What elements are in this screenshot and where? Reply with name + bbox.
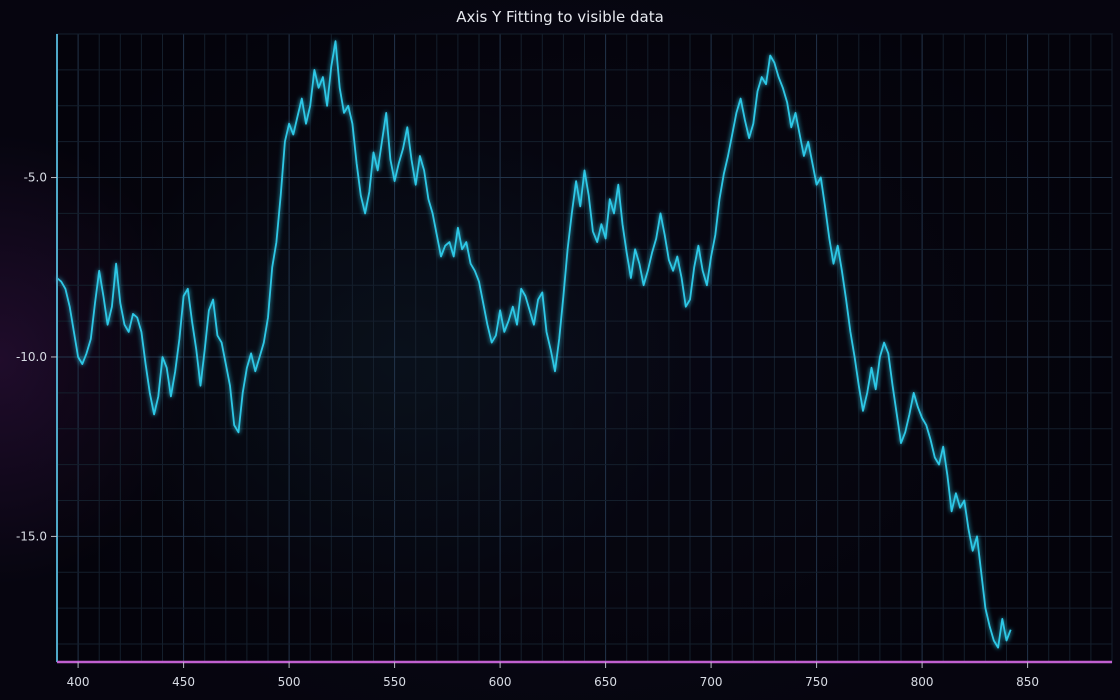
y-tick-label: -10.0 [16, 350, 47, 364]
x-tick-label: 550 [383, 675, 406, 689]
chart-title: Axis Y Fitting to visible data [456, 8, 664, 26]
series-layer [56, 40, 1012, 649]
axes [56, 34, 1112, 664]
x-tick-label: 400 [67, 675, 90, 689]
grid [56, 33, 1113, 663]
y-tick-label: -15.0 [16, 529, 47, 543]
x-tick-label: 700 [700, 675, 723, 689]
x-tick-label: 850 [1016, 675, 1039, 689]
x-tick-label: 450 [172, 675, 195, 689]
x-tick-label: 650 [594, 675, 617, 689]
x-tick-label: 800 [911, 675, 934, 689]
series-line-0[interactable] [56, 40, 1012, 649]
tick-labels: 400 450 500 550 600 650 700 750 800 850 -5.0 -10.0 -… [16, 171, 1039, 689]
x-tick-label: 750 [805, 675, 828, 689]
y-tick-label: -5.0 [24, 171, 47, 185]
x-tick-label: 500 [278, 675, 301, 689]
x-tick-label: 600 [489, 675, 512, 689]
